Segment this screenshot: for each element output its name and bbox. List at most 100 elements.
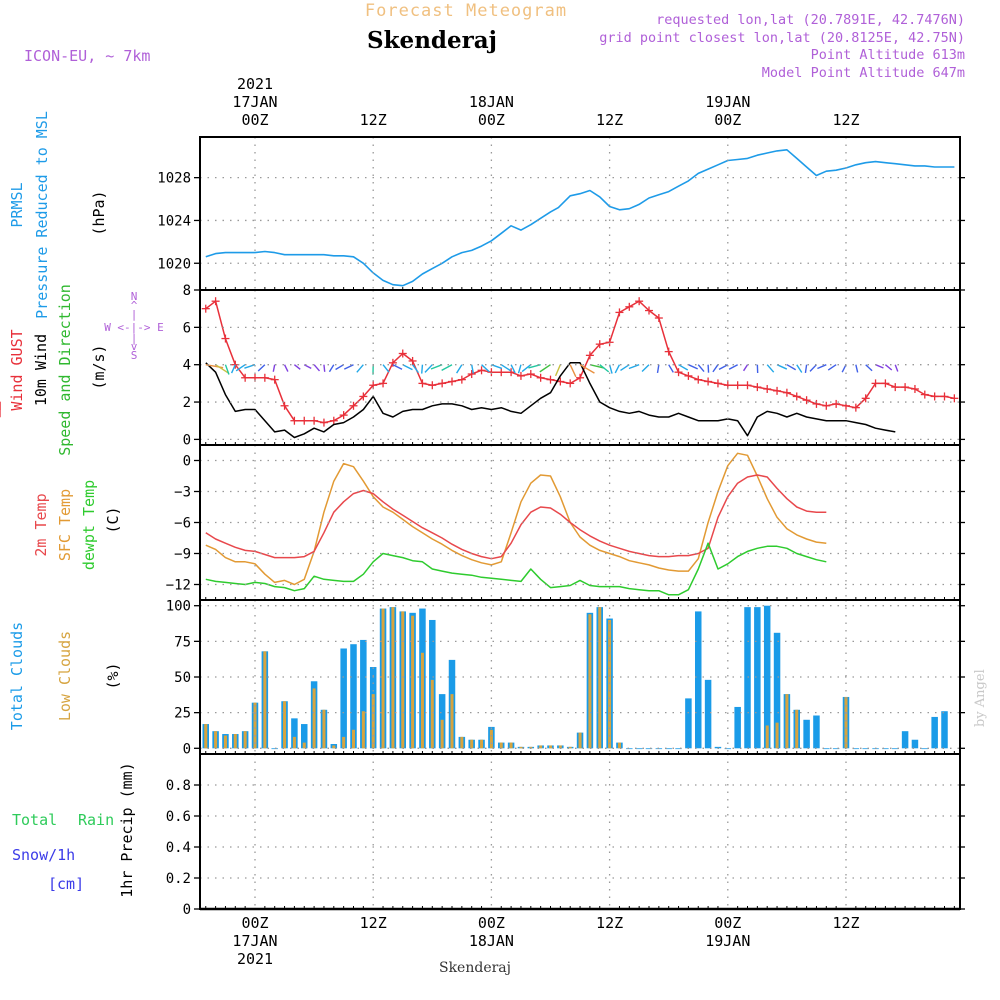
sfc-temp-line — [205, 452, 827, 586]
compass-glyph: | — [131, 332, 138, 345]
compass-we: W <-|-> E — [104, 321, 164, 334]
wind-direction-arrow — [599, 364, 610, 373]
compass-glyph: ^ — [131, 299, 138, 312]
y-tick-label: 6 — [183, 320, 191, 336]
y-tick-label: 2 — [183, 395, 191, 411]
low-cloud-bar — [381, 608, 385, 749]
temp-label: 2m Temp — [32, 493, 50, 556]
low-cloud-bar — [450, 694, 454, 749]
top-time-label: 00Z — [714, 111, 741, 129]
total-cloud-bar — [931, 716, 938, 749]
sfc-temp-label: SFC Temp — [56, 489, 74, 561]
low-cloud-bar — [342, 736, 346, 749]
wind-direction-arrow — [392, 364, 403, 370]
wind-direction-arrow — [402, 364, 413, 371]
top-time-label: 00Z — [478, 111, 505, 129]
dewpt-line — [205, 542, 827, 596]
total-cloud-bar — [714, 746, 722, 749]
y-tick-label: 1020 — [157, 256, 191, 272]
compass-glyph: v — [131, 340, 138, 353]
y-tick-label: 0 — [183, 454, 191, 470]
wind-direction-arrow — [356, 364, 364, 373]
wind-direction-arrow — [569, 364, 577, 378]
low-cloud-bar — [430, 679, 434, 749]
total-cloud-bar — [892, 748, 899, 750]
compass-glyph: | — [131, 308, 138, 321]
total-cloud-bar — [685, 698, 692, 749]
wind-direction-arrow — [412, 364, 419, 374]
total-rain-label: Rain — [78, 811, 114, 829]
pressure-line — [205, 149, 955, 287]
low-cloud-bar — [578, 732, 582, 749]
point-altitude: Point Altitude 613m — [811, 47, 965, 63]
wind-direction-arrow — [641, 364, 650, 373]
y-tick-label: 0 — [183, 741, 191, 757]
y-tick-label: 0.8 — [166, 778, 191, 794]
y-tick-label: 0 — [183, 432, 191, 448]
low-cloud-bar — [795, 709, 799, 749]
wind-speed-line — [205, 362, 896, 439]
low-cloud-bar — [263, 651, 267, 749]
y-tick-label: 8 — [183, 283, 191, 299]
total-cloud-bar — [350, 644, 357, 749]
gust-label: Wind GUST — [8, 329, 26, 410]
total-rain-label: Total — [12, 811, 57, 829]
low-cloud-bar — [283, 701, 287, 749]
bottom-time-label: 2021 — [237, 950, 273, 968]
low-cloud-bar — [361, 711, 365, 749]
low-cloud-bar — [243, 731, 247, 749]
wind-direction-arrow — [678, 364, 689, 371]
low-cloud-bar — [391, 607, 395, 749]
wind-direction-arrow — [855, 364, 859, 373]
wind-label: 10m Wind — [32, 334, 50, 406]
wind-direction-arrow — [786, 364, 797, 371]
wind-direction-arrow — [456, 364, 463, 374]
temp-2m-line — [205, 474, 827, 560]
total-cloud-bar — [675, 748, 682, 750]
precip-label: 1hr Precip (mm) — [118, 762, 136, 897]
wind-direction-arrow — [500, 364, 512, 372]
low-cloud-bar — [844, 696, 848, 749]
wind-direction-arrow — [712, 364, 719, 373]
dewpt-label: dewpt Temp — [80, 480, 98, 570]
wind-direction-arrow — [776, 364, 788, 370]
total-cloud-bar — [852, 748, 860, 750]
wind-direction-arrow — [382, 364, 390, 373]
wind-direction-arrow — [313, 364, 321, 372]
prmsl-label: PRMSL — [8, 182, 26, 227]
total-cloud-bar — [271, 748, 278, 750]
wind-direction-arrow — [688, 364, 698, 370]
low-cloud-bar — [765, 725, 769, 749]
snow-label: Snow/1h — [12, 846, 75, 864]
y-tick-label: −3 — [174, 485, 191, 501]
total-cloud-bar — [813, 715, 820, 749]
wind-dir-label: Speed and Direction — [56, 284, 74, 456]
total-cloud-bar — [911, 739, 919, 749]
low-cloud-bar — [214, 731, 218, 749]
low-cloud-bar — [529, 746, 533, 749]
top-time-label: 2021 — [237, 75, 273, 93]
y-tick-label: 100 — [166, 599, 191, 615]
wind-direction-arrow — [620, 364, 630, 372]
total-cloud-bar — [645, 748, 653, 750]
y-tick-label: 25 — [174, 706, 191, 722]
requested-coords: requested lon,lat (20.7891E, 42.7476N) — [656, 12, 965, 28]
temp-unit: (C) — [104, 506, 122, 533]
wind-direction-arrow — [343, 364, 354, 370]
wind-direction-arrow — [521, 364, 532, 373]
total-cloud-bar — [704, 679, 712, 749]
pressure-unit: (hPa) — [90, 190, 108, 235]
total-cloud-bar — [744, 607, 751, 749]
wind-direction-arrow — [614, 364, 621, 374]
wind-direction-arrow — [656, 364, 660, 374]
low-cloud-bar — [489, 729, 493, 749]
total-cloud-bar — [665, 748, 672, 750]
bottom-time-label: 12Z — [360, 914, 387, 932]
total-cloud-bar — [882, 748, 889, 750]
low-cloud-bar — [549, 745, 552, 749]
low-cloud-bar — [411, 615, 415, 749]
top-time-label: 12Z — [832, 111, 859, 129]
total-cloud-bar — [360, 639, 367, 749]
low-cloud-bar — [223, 735, 227, 749]
total-cloud-bar — [635, 748, 643, 750]
